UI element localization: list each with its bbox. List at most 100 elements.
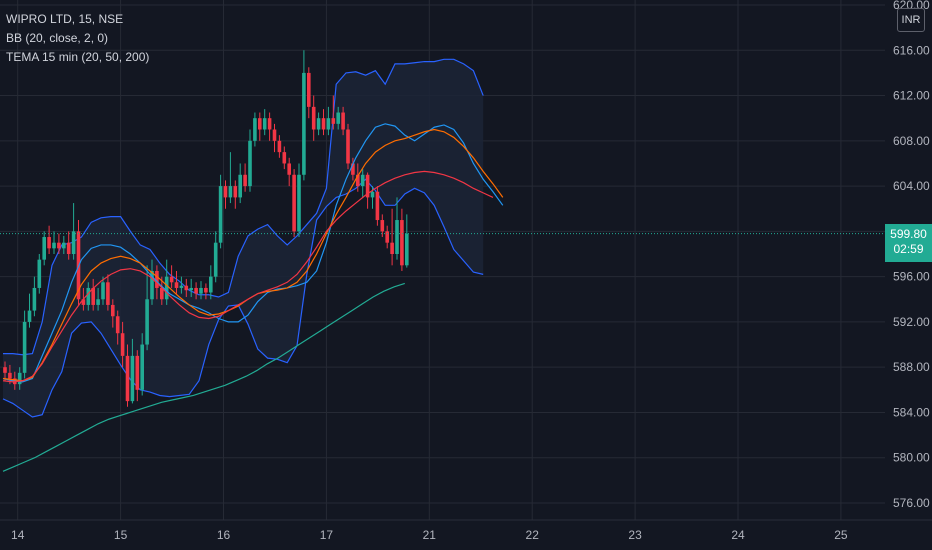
candle-body [341, 112, 345, 130]
candle-body [405, 233, 409, 266]
candle-body [199, 287, 203, 294]
tema-line [2, 170, 494, 383]
candle-body [272, 129, 277, 141]
candle-body [385, 231, 389, 243]
candle-body [66, 242, 71, 254]
candle-body [160, 287, 164, 300]
candle-body [22, 321, 27, 373]
candle-body [223, 186, 228, 198]
candle-body [351, 163, 355, 175]
time-tick-label: 21 [423, 528, 437, 542]
price-tick-label: 580.00 [893, 451, 930, 465]
candle-body [213, 242, 218, 277]
candle-body [400, 220, 404, 266]
candle-body [356, 174, 360, 187]
price-tick-label: 592.00 [893, 315, 930, 329]
candle-body [287, 163, 291, 175]
candle-body [17, 372, 22, 385]
tema-indicator-label[interactable]: TEMA 15 min (20, 50, 200) [6, 50, 150, 64]
candle-body [375, 191, 380, 221]
candle-body [169, 276, 174, 283]
symbol-title[interactable]: WIPRO LTD, 15, NSE [6, 12, 124, 26]
candle-body [331, 118, 336, 124]
time-tick-label: 24 [731, 528, 745, 542]
candle-body [164, 276, 169, 300]
candle-body [179, 285, 184, 288]
time-tick-label: 14 [11, 528, 25, 542]
time-axis[interactable]: 14 15 16 17 21 22 23 24 25 [0, 519, 932, 542]
candle-body [282, 152, 287, 164]
candle-body [52, 242, 56, 249]
candle-body [150, 270, 154, 300]
time-tick-label: 23 [628, 528, 642, 542]
candle-body [71, 231, 76, 254]
time-tick-label: 15 [114, 528, 128, 542]
candle-body [277, 140, 282, 153]
candle-body [189, 287, 193, 291]
price-tick-label: 584.00 [893, 405, 930, 419]
candle-body [262, 118, 267, 130]
candle-body [155, 270, 159, 288]
candle-body [42, 237, 46, 260]
candle-body [297, 174, 301, 232]
candle-body [120, 333, 125, 356]
price-tick-label: 612.00 [893, 89, 930, 103]
candle-body [125, 355, 130, 402]
time-tick-label: 22 [526, 528, 540, 542]
candle-body [194, 287, 198, 294]
candle-body [258, 118, 262, 130]
candle-body [316, 118, 321, 130]
candle-body [395, 220, 399, 254]
candle-body [130, 355, 135, 402]
candle-body [47, 237, 51, 249]
candle-body [233, 186, 238, 198]
candle-body [81, 299, 86, 305]
candle-body [365, 174, 370, 198]
bar-countdown: 02:59 [893, 242, 924, 256]
tema-lines [2, 123, 504, 472]
time-tick-label: 16 [217, 528, 231, 542]
price-tick-label: 588.00 [893, 360, 930, 374]
tema-line [2, 123, 504, 383]
candle-body [243, 174, 247, 187]
currency-button[interactable]: INR [897, 8, 925, 32]
candle-body [32, 287, 37, 311]
candle-body [311, 106, 316, 130]
price-tick-label: 608.00 [893, 134, 930, 148]
candle-body [184, 285, 189, 291]
candle-body [135, 355, 140, 390]
bb-lower-band [2, 178, 484, 418]
candle-body [111, 304, 115, 317]
candle-body [238, 174, 242, 198]
price-tick-label: 596.00 [893, 270, 930, 284]
candle-body [248, 140, 252, 187]
candle-body [336, 112, 340, 124]
candle-body [292, 174, 296, 232]
candle-body [174, 282, 179, 288]
candle-body [370, 191, 375, 198]
candle-body [326, 118, 331, 130]
candle-body [115, 316, 120, 334]
candle-body [302, 72, 306, 175]
candle-body [360, 174, 365, 187]
candle-body [253, 118, 257, 141]
candle-body [62, 242, 66, 249]
price-tick-label: 604.00 [893, 179, 930, 193]
candle-body [145, 299, 149, 345]
candle-body [346, 129, 350, 164]
candle-body [96, 299, 100, 305]
candle-body [3, 367, 7, 373]
last-price-badge: 599.80 02:59 [885, 224, 932, 262]
candle-body [140, 344, 144, 390]
candle-body [380, 220, 385, 232]
candle-body [57, 242, 61, 249]
candle-body [86, 287, 91, 305]
candle-body [91, 287, 95, 305]
price-tick-label: 576.00 [893, 496, 930, 510]
candle-body [27, 310, 32, 322]
candle-body [218, 186, 223, 243]
time-tick-label: 25 [834, 528, 848, 542]
bb-indicator-label[interactable]: BB (20, close, 2, 0) [6, 31, 109, 45]
bb-upper-band [3, 58, 484, 356]
